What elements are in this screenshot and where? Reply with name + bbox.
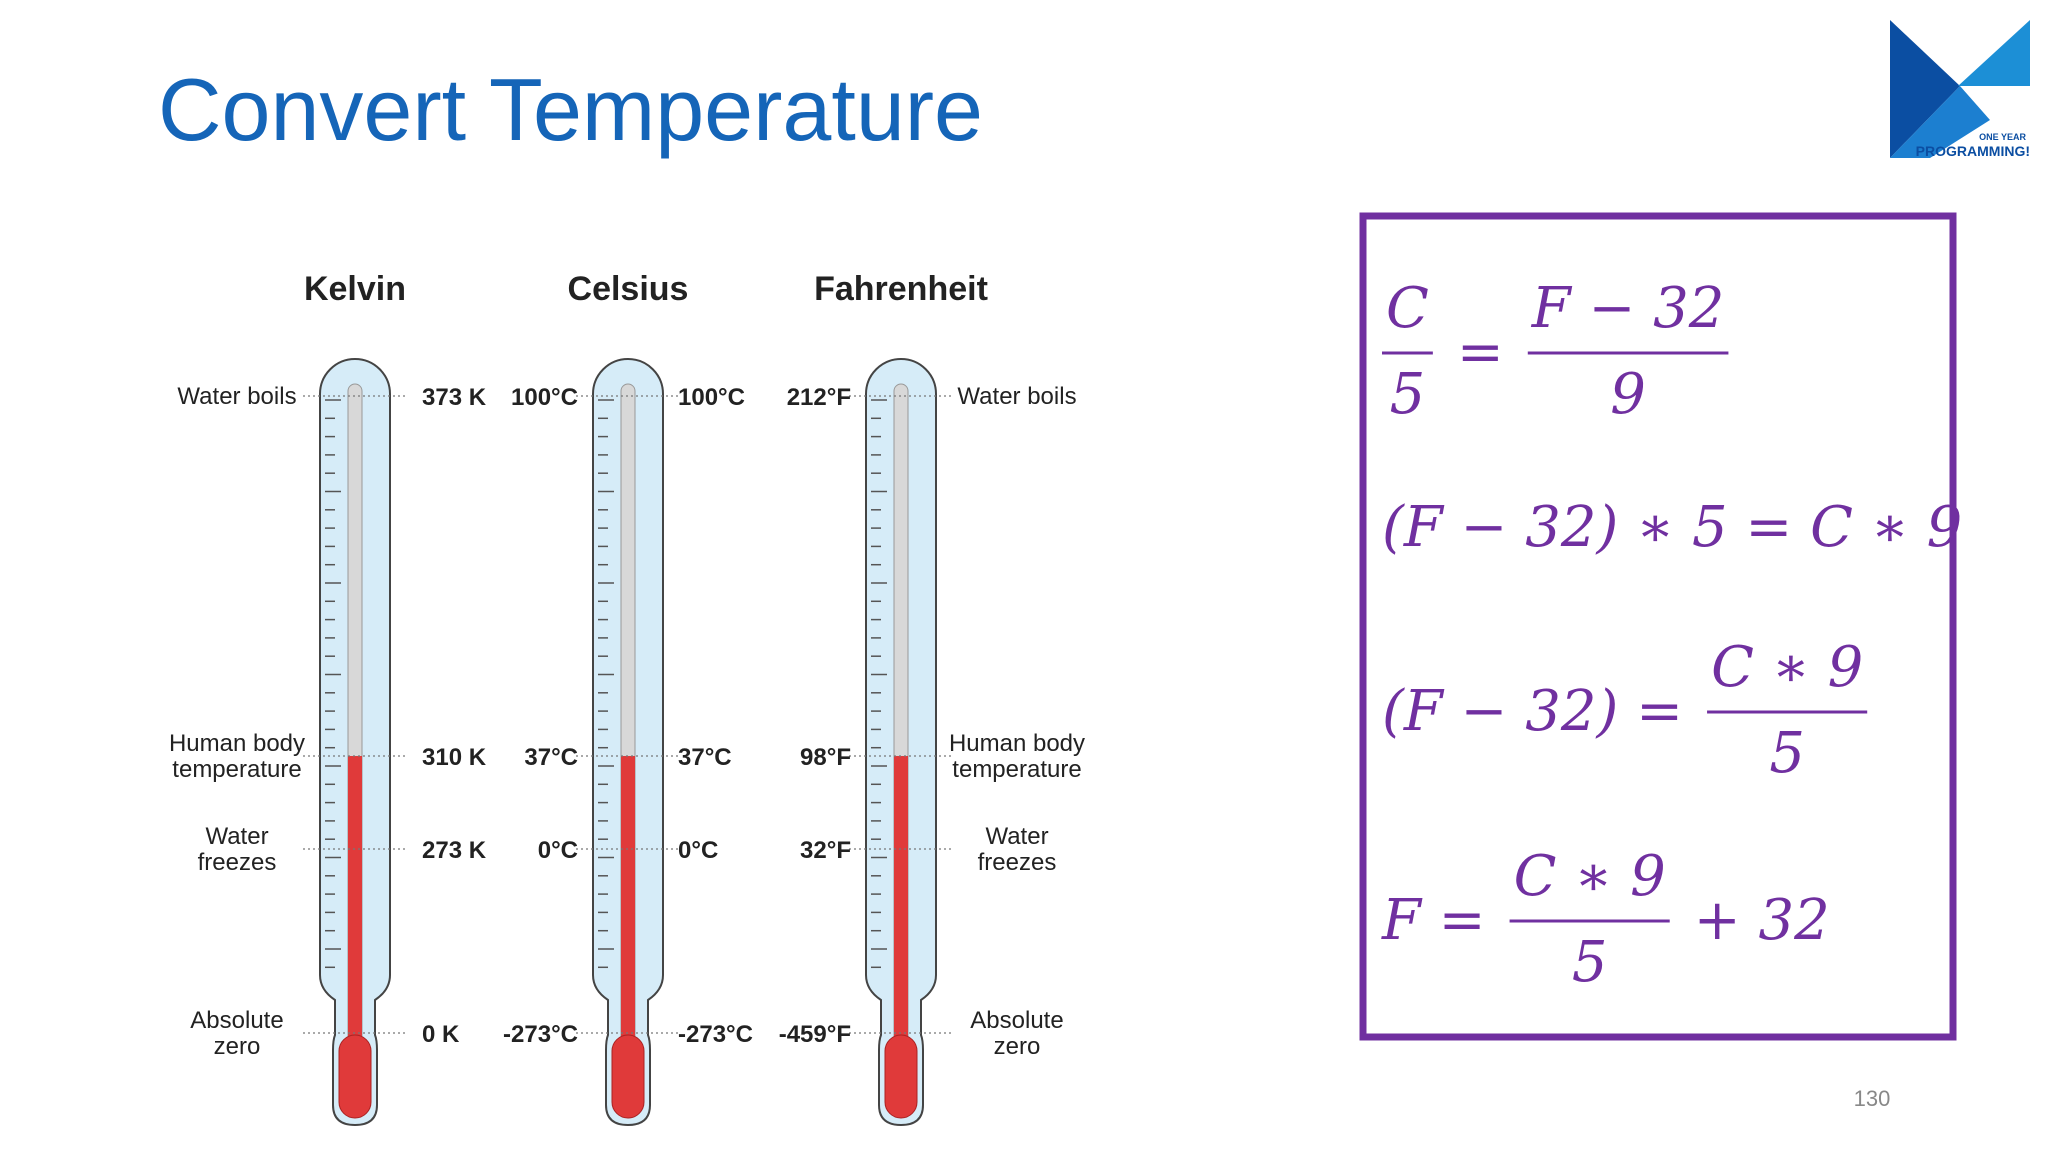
logo-text: ONE YEAR xyxy=(1979,132,2026,142)
bulb xyxy=(884,1034,918,1119)
logo-shape xyxy=(1890,20,1960,158)
denominator: 5 xyxy=(1769,721,1805,786)
scale-name: Fahrenheit xyxy=(814,270,988,308)
temperature-label: 100°C xyxy=(678,384,745,411)
formula-text: (F − 32) ∗ 5 = C ∗ 9 xyxy=(1382,495,1962,560)
formula-box xyxy=(1359,212,1957,1041)
title: Convert Temperature xyxy=(158,60,983,159)
bulb xyxy=(611,1034,645,1119)
reference-label: Water boils xyxy=(957,383,1076,410)
reference-label: Water boils xyxy=(177,383,296,410)
logo-shape xyxy=(1890,86,1990,158)
logo: ONE YEAR PROGRAMMING! xyxy=(1890,20,2030,159)
logo-shape xyxy=(1958,20,2030,86)
numerator: C ∗ 9 xyxy=(1711,635,1863,700)
reference-label: freezes xyxy=(198,849,277,876)
reference-label: Human body xyxy=(169,730,305,757)
mercury xyxy=(621,756,635,1056)
temperature-label: 0°C xyxy=(538,837,578,864)
temperature-label: -273°C xyxy=(678,1021,753,1048)
mercury xyxy=(348,756,362,1056)
denominator: 5 xyxy=(1390,362,1426,427)
reference-label: zero xyxy=(214,1033,261,1060)
thermometer: Kelvin 373 K 310 K 273 K 0 K xyxy=(303,270,487,1127)
temperature-label: 37°C xyxy=(524,744,578,771)
thermometer: Celsius 100°C 100°C 37°C 37°C 0°C 0°C -273°C -27… xyxy=(503,270,753,1127)
logo-text: PROGRAMMING! xyxy=(1916,143,2030,159)
temperature-label: -273°C xyxy=(503,1021,578,1048)
temperature-label: 273 K xyxy=(422,837,487,864)
formula-text: F = xyxy=(1381,888,1486,953)
temperature-label: 0°C xyxy=(678,837,718,864)
page-number: 130 xyxy=(1854,1086,1891,1111)
reference-label: temperature xyxy=(172,756,301,783)
temperature-label: 310 K xyxy=(422,744,487,771)
scale-name: Celsius xyxy=(568,270,689,308)
formula-text: = xyxy=(1457,320,1504,385)
mercury xyxy=(894,756,908,1056)
reference-label: freezes xyxy=(978,849,1057,876)
thermometer: Fahrenheit 212°F 98°F 32°F -459°F xyxy=(779,270,988,1127)
formula-text: (F − 32) = xyxy=(1382,679,1683,744)
temperature-label: 32°F xyxy=(800,837,851,864)
reference-label: Absolute xyxy=(970,1007,1063,1034)
reference-label: Human body xyxy=(949,730,1085,757)
numerator: C xyxy=(1386,276,1429,341)
reference-label: temperature xyxy=(952,756,1081,783)
numerator: C ∗ 9 xyxy=(1514,844,1666,909)
reference-label: Water xyxy=(985,823,1048,850)
denominator: 5 xyxy=(1572,930,1608,995)
temperature-label: -459°F xyxy=(779,1021,851,1048)
bulb xyxy=(338,1034,372,1119)
reference-label: zero xyxy=(994,1033,1041,1060)
temperature-label: 37°C xyxy=(678,744,732,771)
denominator: 9 xyxy=(1610,362,1646,427)
temperature-label: 373 K xyxy=(422,384,487,411)
reference-label: Absolute xyxy=(190,1007,283,1034)
formula-text: + 32 xyxy=(1694,888,1830,953)
temperature-label: 98°F xyxy=(800,744,851,771)
temperature-label: 212°F xyxy=(787,384,851,411)
temperature-label: 100°C xyxy=(511,384,578,411)
numerator: F − 32 xyxy=(1531,276,1725,341)
temperature-label: 0 K xyxy=(422,1021,460,1048)
reference-label: Water xyxy=(205,823,268,850)
scale-name: Kelvin xyxy=(304,270,406,308)
